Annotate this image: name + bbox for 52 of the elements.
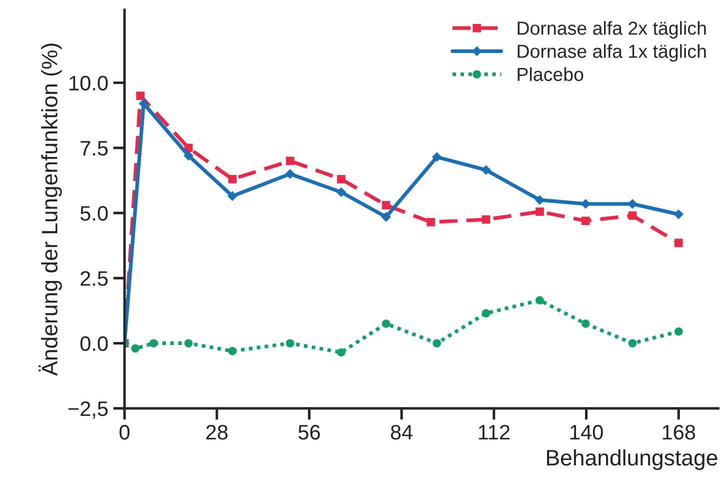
legend-label: Placebo (518, 67, 584, 82)
point (534, 195, 545, 205)
point (149, 339, 158, 348)
point (336, 187, 346, 198)
point (628, 211, 637, 220)
y-tick-label: 5.0 (80, 206, 108, 221)
point (381, 212, 391, 222)
point (674, 327, 683, 336)
point (536, 296, 544, 304)
point (674, 238, 683, 248)
x-tick-label: 84 (390, 424, 413, 440)
point (285, 169, 296, 179)
point (628, 198, 638, 209)
point (482, 215, 490, 224)
point (581, 320, 590, 328)
y-tick-label: 7.5 (80, 141, 108, 156)
y-tick-label: 0.0 (80, 336, 108, 351)
point (581, 216, 590, 225)
point (131, 344, 140, 353)
point (432, 152, 442, 162)
point (382, 320, 390, 328)
y-tick-label: 2.5 (80, 271, 108, 286)
point (674, 209, 684, 220)
y-axis-title: Änderung der Lungenfunktion (%) (38, 44, 62, 376)
x-tick-label: 0 (120, 424, 130, 440)
point (482, 309, 490, 318)
legend-label: Dornase alfa 2x täglich (518, 21, 706, 39)
point (481, 165, 491, 175)
x-tick-label: 140 (570, 424, 603, 440)
x-tick-label: 56 (298, 424, 320, 440)
legend-label: Dornase alfa 1x täglich (518, 44, 706, 62)
point (536, 208, 544, 216)
x-tick-label: 112 (478, 424, 510, 440)
point (228, 346, 237, 356)
point (628, 339, 637, 348)
point (382, 201, 390, 210)
point (228, 174, 237, 184)
x-tick-label: 168 (662, 424, 696, 440)
x-axis-title: Behandlungstage (547, 449, 718, 470)
point (184, 339, 193, 348)
y-tick-label: −2,5 (68, 401, 108, 419)
point (426, 218, 436, 226)
point (286, 156, 294, 166)
point (286, 339, 294, 348)
y-tick-label: 10.0 (70, 76, 108, 91)
x-tick-label: 28 (206, 424, 228, 440)
point (337, 174, 346, 184)
point (136, 92, 145, 100)
point (184, 150, 194, 161)
point (337, 348, 346, 357)
point (432, 339, 442, 348)
point (227, 191, 238, 201)
